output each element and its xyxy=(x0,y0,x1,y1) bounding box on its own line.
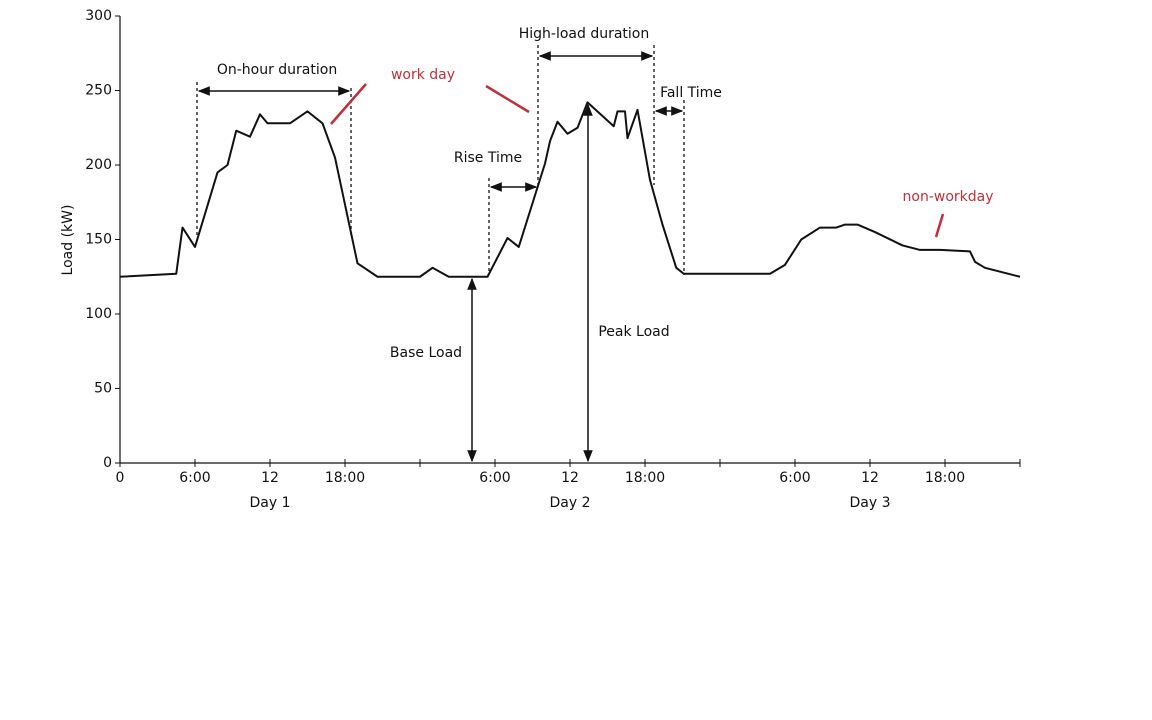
x-tick-label: 0 xyxy=(116,470,125,486)
annotation: non-workday xyxy=(903,189,994,205)
annotation: Base Load xyxy=(390,345,462,361)
line xyxy=(119,101,1021,278)
y-tick-label: 0 xyxy=(103,455,112,471)
x-tick-label: 18:00 xyxy=(325,470,365,486)
day-label: Day 2 xyxy=(549,495,590,511)
y-tick-label: 300 xyxy=(85,8,112,24)
annotation: Fall Time xyxy=(660,85,722,101)
red-stroke xyxy=(485,84,530,114)
x-tick-label: 12 xyxy=(861,470,879,486)
x-tick-label: 6:00 xyxy=(179,470,210,486)
annotations: On-hour duration work day High-load dura… xyxy=(196,26,994,463)
day-label: Day 3 xyxy=(849,495,890,511)
annotation: Peak Load xyxy=(598,324,669,340)
x-tick-label: 12 xyxy=(261,470,279,486)
x-tick-label: 6:00 xyxy=(779,470,810,486)
x-tick-label: 12 xyxy=(561,470,579,486)
x-tick-label: 18:00 xyxy=(925,470,965,486)
annotation: On-hour duration xyxy=(217,62,337,78)
red-stroke xyxy=(934,213,945,238)
annotation: Rise Time xyxy=(454,150,522,166)
annotation: High-load duration xyxy=(519,26,650,42)
annotation: work day xyxy=(391,67,455,83)
y-tick-label: 100 xyxy=(85,306,112,322)
x-tick-label: 18:00 xyxy=(625,470,665,486)
y-tick-label: 200 xyxy=(85,157,112,173)
y-tick-label: 150 xyxy=(85,232,112,248)
x-tick-label: 6:00 xyxy=(479,470,510,486)
y-tick-label: 50 xyxy=(94,381,112,397)
y-axis-label: Load (kW) xyxy=(60,205,76,276)
red-stroke xyxy=(330,83,367,125)
y-tick-label: 250 xyxy=(85,83,112,99)
day-label: Day 1 xyxy=(249,495,290,511)
